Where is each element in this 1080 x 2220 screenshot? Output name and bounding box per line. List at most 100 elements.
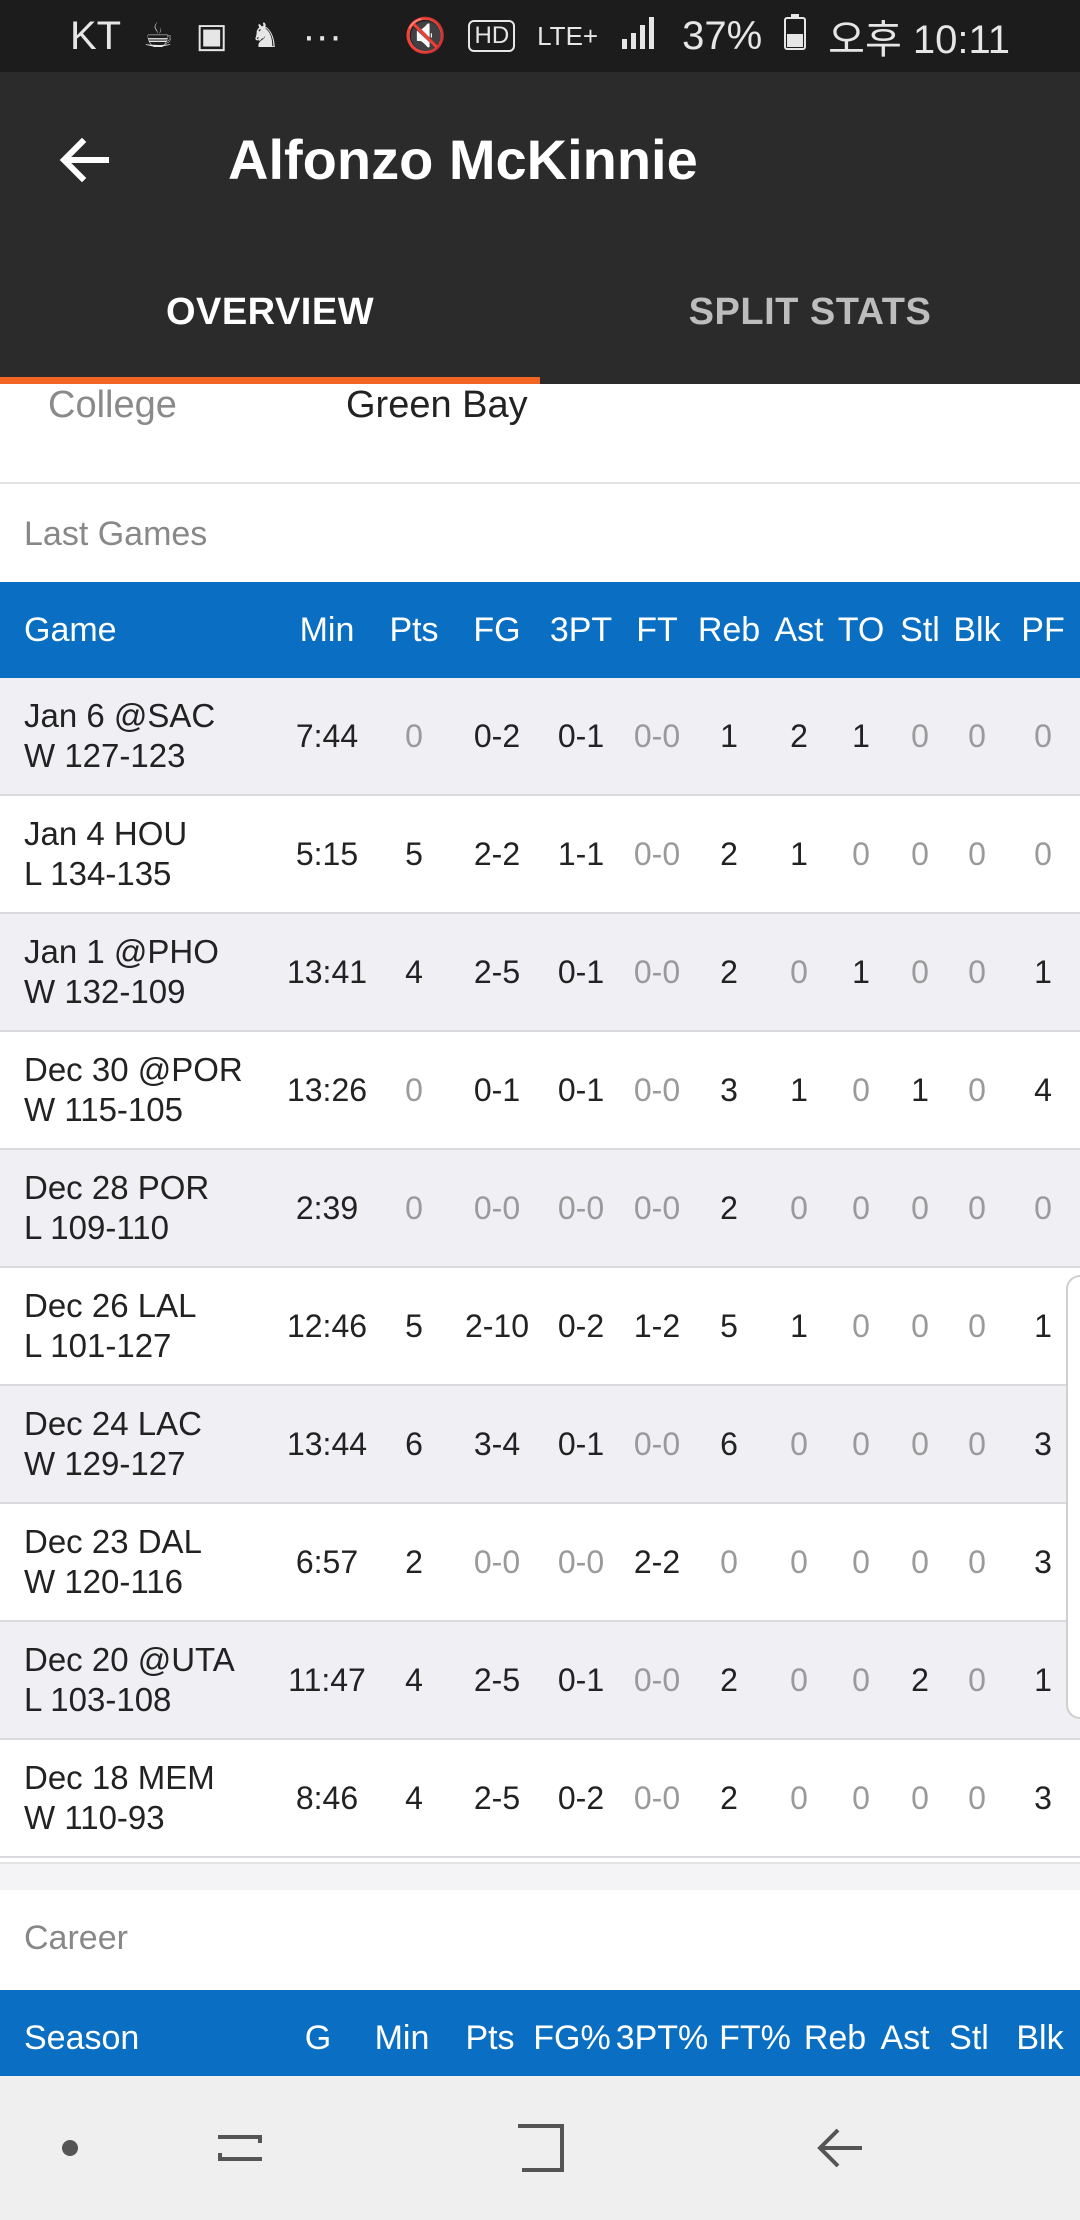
table-row[interactable]: Dec 18 MEM W 110-93 8:46 4 2-5 0-2 0-0 2 0 0 0 0 3 <box>0 1739 1080 1858</box>
column-header: Pts <box>372 582 456 678</box>
stat-cell: 2-10 <box>456 1267 538 1386</box>
game-result: W 132-109 <box>24 973 186 1010</box>
page-title: Alfonzo McKinnie <box>228 128 698 191</box>
stat-cell: 0 <box>830 1385 892 1504</box>
game-result: L 109-110 <box>24 1209 169 1246</box>
career-column-header: Reb <box>798 1990 872 2086</box>
table-row[interactable]: Jan 6 @SAC W 127-123 7:44 0 0-2 0-1 0-0 1 2 1 0 0 0 <box>0 678 1080 796</box>
column-header: 3PT <box>538 582 624 678</box>
game-result: L 101-127 <box>24 1327 172 1364</box>
game-date: Dec 23 DAL <box>24 1523 202 1560</box>
game-date: Dec 30 @POR <box>24 1051 243 1088</box>
stat-cell: 0 <box>892 1739 948 1858</box>
table-row[interactable]: Jan 4 HOU L 134-135 5:15 5 2-2 1-1 0-0 2 1 0 0 0 0 <box>0 795 1080 914</box>
game-date: Jan 6 @SAC <box>24 697 216 734</box>
college-value: Green Bay <box>346 384 528 426</box>
table-row[interactable]: Dec 30 @POR W 115-105 13:26 0 0-1 0-1 0-0 3 1 0 1 0… <box>0 1031 1080 1150</box>
stat-cell: 0 <box>830 1739 892 1858</box>
college-row: College Green Bay <box>0 384 1080 484</box>
stat-cell: 1 <box>768 1267 830 1386</box>
system-back-button[interactable] <box>790 2076 890 2220</box>
table-row[interactable]: Dec 23 DAL W 120-116 6:57 2 0-0 0-0 2-2 0 0 0 0 0 3 <box>0 1503 1080 1622</box>
stat-cell: 12:46 <box>282 1267 372 1386</box>
career-column-header: Blk <box>1000 1990 1080 2086</box>
coffee-notification-icon: ☕ <box>143 17 174 55</box>
game-cell: Dec 30 @POR W 115-105 <box>0 1031 282 1150</box>
column-header: Min <box>282 582 372 678</box>
column-header: FT <box>624 582 690 678</box>
table-row[interactable]: Jan 1 @PHO W 132-109 13:41 4 2-5 0-1 0-0 2 0 1 0 0 1 <box>0 913 1080 1032</box>
stat-cell: 2 <box>768 678 830 796</box>
game-date: Jan 1 @PHO <box>24 933 219 970</box>
stat-cell: 5 <box>372 1267 456 1386</box>
stat-cell: 0 <box>768 1739 830 1858</box>
battery-percent: 37% <box>682 13 763 58</box>
game-date: Dec 28 POR <box>24 1169 210 1206</box>
stat-cell: 2 <box>690 1621 768 1740</box>
stat-cell: 0-1 <box>538 1385 624 1504</box>
stat-cell: 13:26 <box>282 1031 372 1150</box>
game-cell: Jan 1 @PHO W 132-109 <box>0 913 282 1032</box>
stat-cell: 0 <box>948 1621 1006 1740</box>
column-header: Blk <box>948 582 1006 678</box>
stat-cell: 2-5 <box>456 1621 538 1740</box>
stat-cell: 0 <box>948 913 1006 1032</box>
stat-cell: 3 <box>1006 1739 1080 1858</box>
stat-cell: 0 <box>948 1503 1006 1622</box>
career-header: Career <box>0 1890 1080 1986</box>
stat-cell: 8:46 <box>282 1739 372 1858</box>
carrier-label: KT <box>70 13 122 58</box>
stat-cell: 0 <box>948 1031 1006 1150</box>
stat-cell: 4 <box>1006 1031 1080 1150</box>
stat-cell: 4 <box>372 1621 456 1740</box>
tab-split-stats[interactable]: SPLIT STATS <box>688 290 932 333</box>
game-result: W 127-123 <box>24 737 186 774</box>
stat-cell: 2-5 <box>456 913 538 1032</box>
stat-cell: 4 <box>372 1739 456 1858</box>
table-row[interactable]: Dec 20 @UTA L 103-108 11:47 4 2-5 0-1 0-0 2 0 0 2 0… <box>0 1621 1080 1740</box>
stat-cell: 1 <box>768 795 830 914</box>
scroll-handle[interactable] <box>1066 1275 1080 1719</box>
stat-cell: 0 <box>690 1503 768 1622</box>
game-result: L 134-135 <box>24 855 172 892</box>
tab-overview[interactable]: OVERVIEW <box>0 240 540 384</box>
last-games-header: Last Games <box>0 486 1080 582</box>
game-cell: Dec 20 @UTA L 103-108 <box>0 1621 282 1740</box>
column-header: PF <box>1006 582 1080 678</box>
stat-cell: 3-4 <box>456 1385 538 1504</box>
table-row[interactable]: Dec 26 LAL L 101-127 12:46 5 2-10 0-2 1-2 5 1 0 0 0… <box>0 1267 1080 1386</box>
stat-cell: 2-5 <box>456 1739 538 1858</box>
stat-cell: 1 <box>830 678 892 796</box>
table-header-row: Game Min Pts FG 3PT FT Reb Ast TO Stl Blk PF <box>0 582 1080 678</box>
table-row[interactable]: Dec 24 LAC W 129-127 13:44 6 3-4 0-1 0-0 6 0 0 0 0 3 <box>0 1385 1080 1504</box>
stat-cell: 0 <box>830 1267 892 1386</box>
game-date: Dec 20 @UTA <box>24 1641 235 1678</box>
career-column-header: G <box>280 1990 356 2086</box>
game-date: Dec 24 LAC <box>24 1405 202 1442</box>
stat-cell: 2 <box>372 1503 456 1622</box>
career-column-header: Pts <box>448 1990 532 2086</box>
home-button[interactable] <box>490 2076 590 2220</box>
stat-cell: 3 <box>690 1031 768 1150</box>
battery-icon <box>784 13 807 59</box>
stat-cell: 0 <box>892 1149 948 1268</box>
home-icon <box>518 2124 564 2172</box>
recent-apps-button[interactable] <box>190 2076 290 2220</box>
stat-cell: 0-1 <box>456 1031 538 1150</box>
nav-dot[interactable] <box>40 2076 100 2220</box>
table-row[interactable]: Dec 28 POR L 109-110 2:39 0 0-0 0-0 0-0 2 0 0 0 0 0 <box>0 1149 1080 1268</box>
stat-cell: 0 <box>948 795 1006 914</box>
stat-cell: 5:15 <box>282 795 372 914</box>
stat-cell: 2 <box>690 1149 768 1268</box>
career-column-header: Ast <box>872 1990 938 2086</box>
stat-cell: 2 <box>690 1739 768 1858</box>
stat-cell: 0-1 <box>538 1031 624 1150</box>
stat-cell: 2 <box>690 795 768 914</box>
game-result: W 120-116 <box>24 1563 183 1600</box>
stat-cell: 0 <box>830 1621 892 1740</box>
stat-cell: 0-0 <box>456 1149 538 1268</box>
back-button[interactable] <box>44 120 124 200</box>
stat-cell: 1-2 <box>624 1267 690 1386</box>
stat-cell: 0 <box>372 678 456 796</box>
stat-cell: 0 <box>768 1385 830 1504</box>
